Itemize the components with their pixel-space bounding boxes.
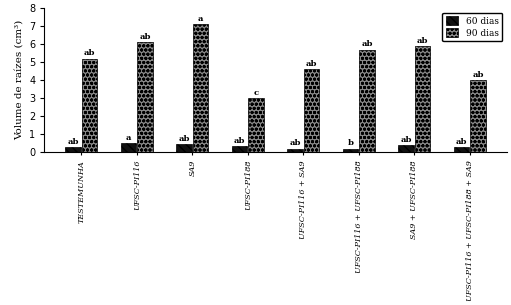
Bar xyxy=(176,144,192,152)
Bar xyxy=(82,59,98,152)
Bar xyxy=(343,149,358,152)
Bar xyxy=(65,147,81,152)
Bar xyxy=(287,149,303,152)
Y-axis label: Volume de raízes (cm³): Volume de raízes (cm³) xyxy=(14,20,24,140)
Text: ab: ab xyxy=(400,136,412,144)
Text: ab: ab xyxy=(178,135,190,143)
Legend: 60 dias, 90 dias: 60 dias, 90 dias xyxy=(442,13,502,41)
Bar xyxy=(359,50,375,152)
Bar xyxy=(231,146,247,152)
Text: b: b xyxy=(347,139,354,147)
Text: ab: ab xyxy=(289,139,300,147)
Text: ab: ab xyxy=(361,40,373,48)
Bar xyxy=(193,24,208,152)
Text: ab: ab xyxy=(306,60,317,68)
Bar xyxy=(454,147,469,152)
Text: a: a xyxy=(126,134,131,142)
Text: ab: ab xyxy=(84,49,96,57)
Bar xyxy=(415,46,430,152)
Bar xyxy=(248,98,264,152)
Bar xyxy=(137,42,153,152)
Text: ab: ab xyxy=(417,37,428,45)
Bar xyxy=(398,145,414,152)
Text: c: c xyxy=(253,89,259,97)
Text: a: a xyxy=(198,15,203,23)
Text: ab: ab xyxy=(234,137,245,145)
Bar xyxy=(304,70,319,152)
Text: ab: ab xyxy=(456,138,467,146)
Text: ab: ab xyxy=(67,138,79,146)
Text: ab: ab xyxy=(472,71,484,79)
Bar xyxy=(470,80,486,152)
Text: ab: ab xyxy=(140,33,151,41)
Bar xyxy=(121,143,136,152)
